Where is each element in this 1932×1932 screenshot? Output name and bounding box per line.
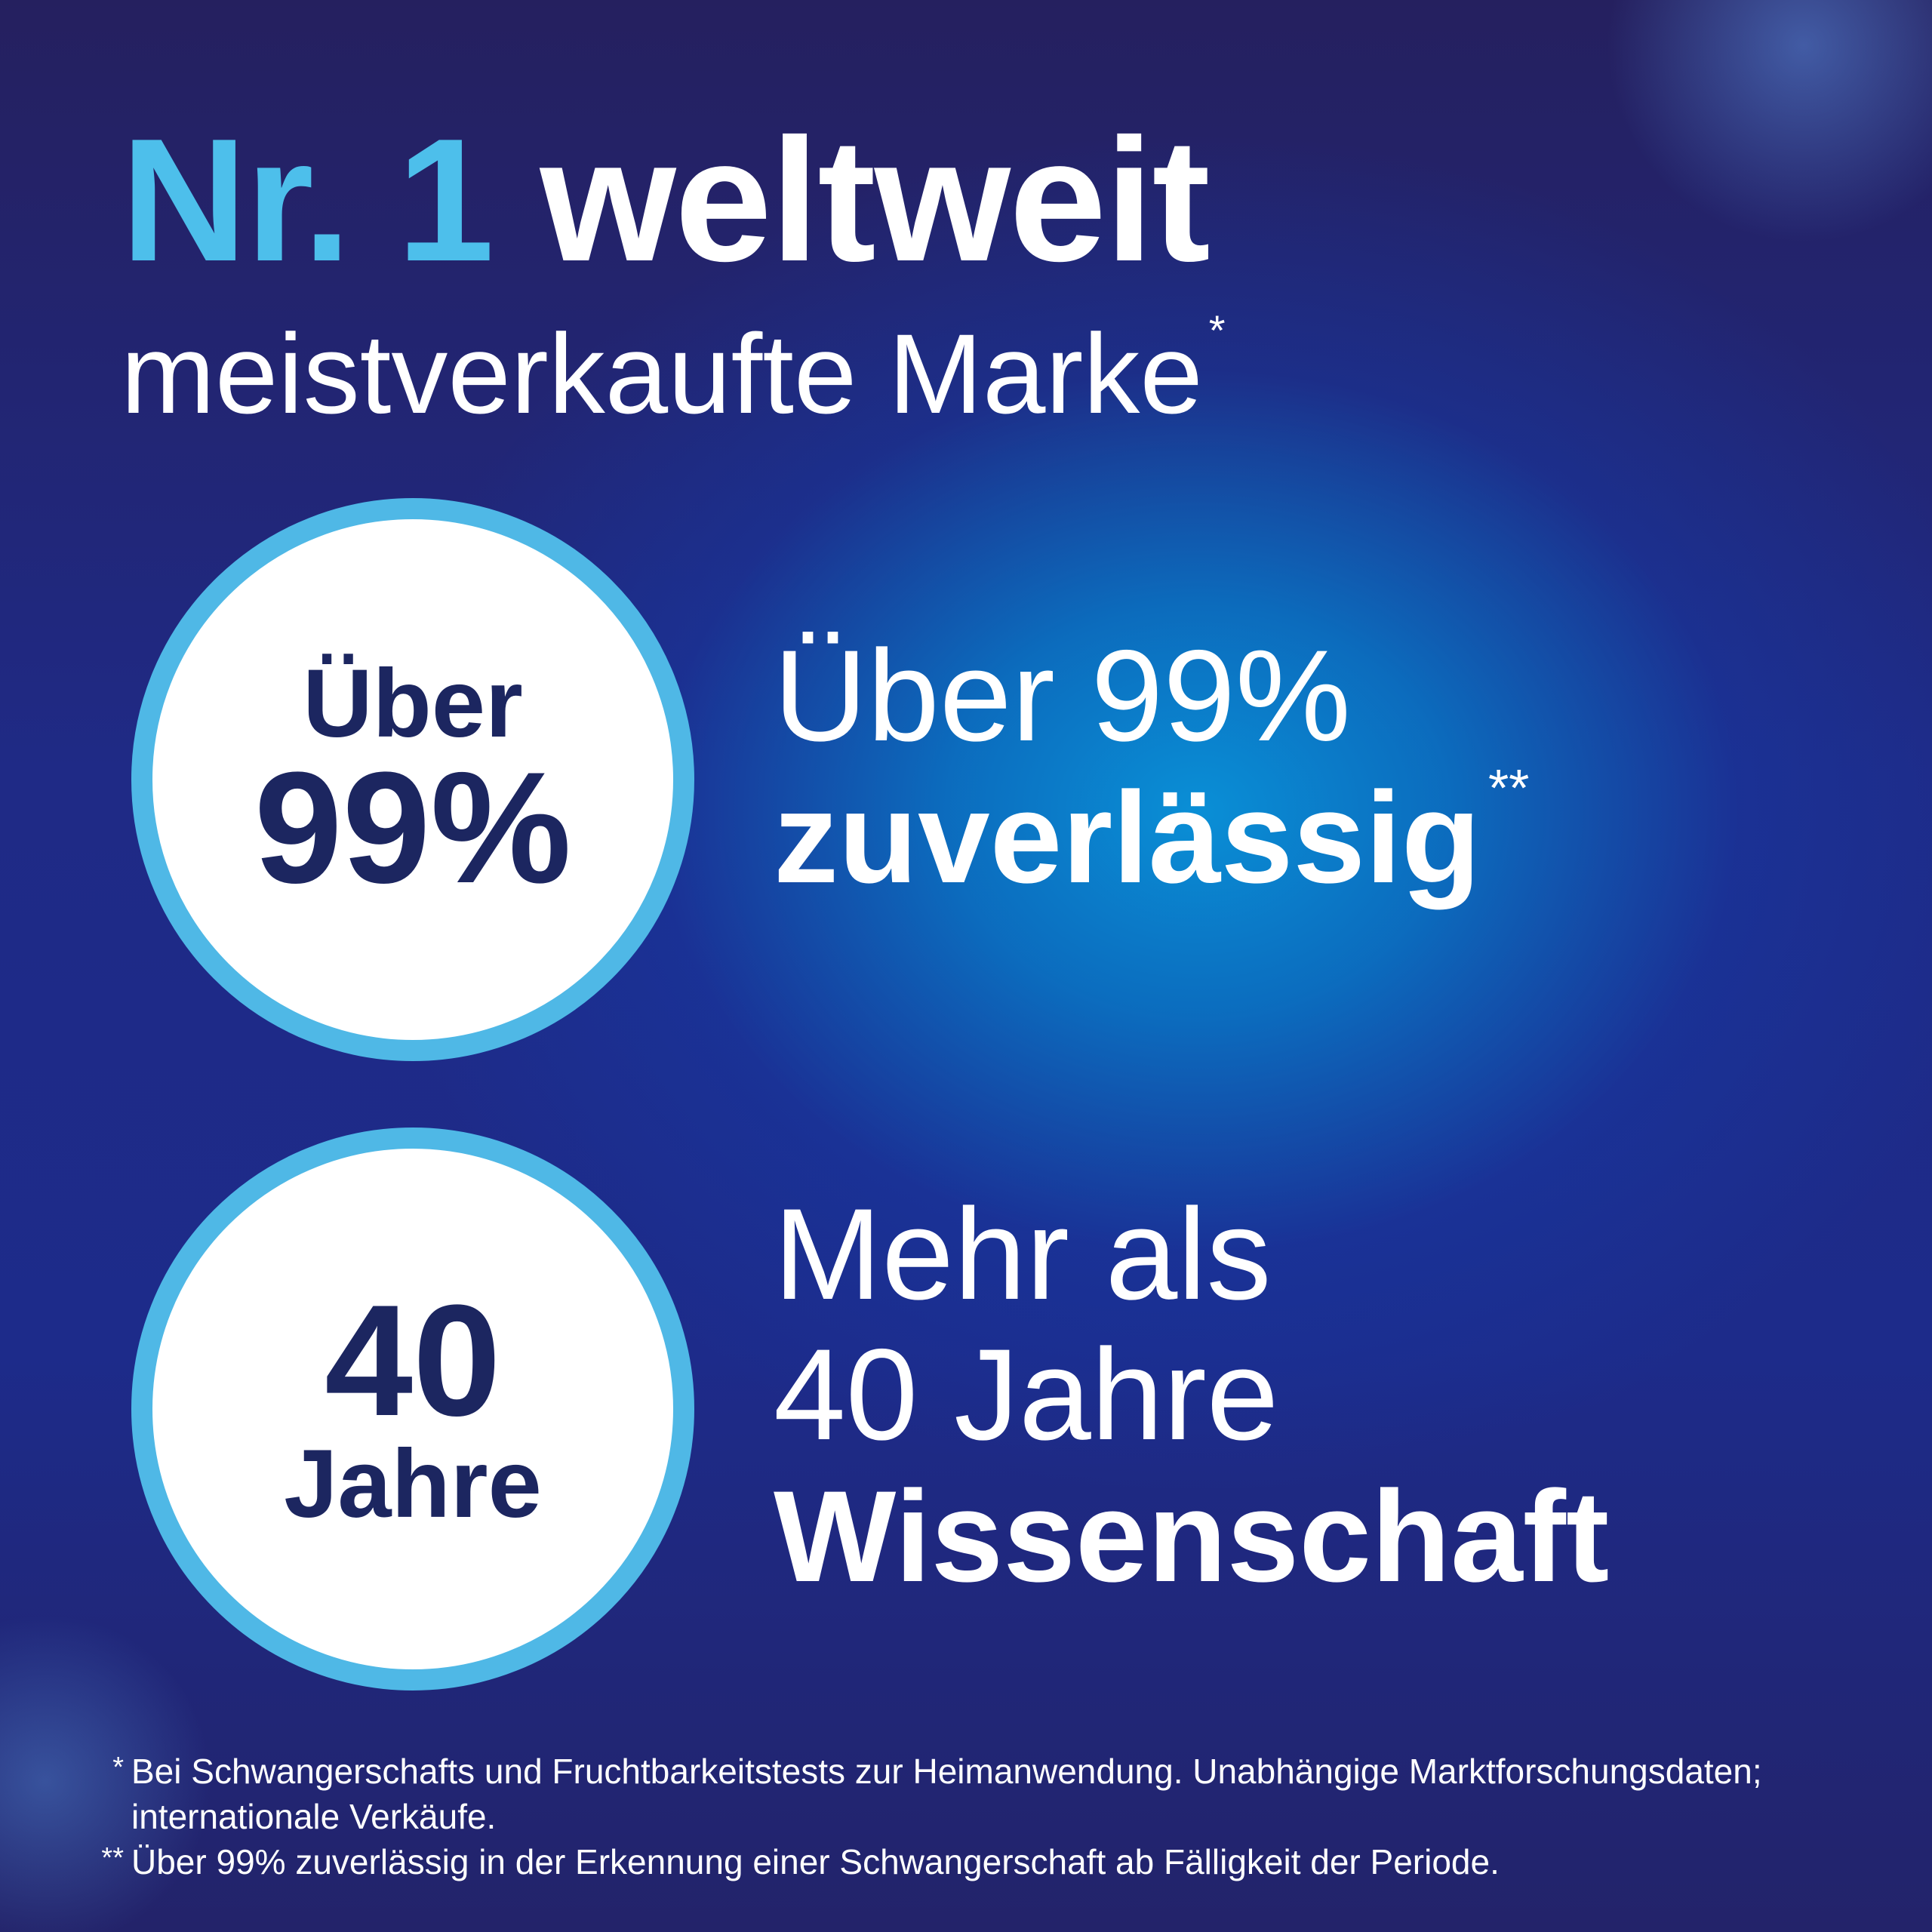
reliability-badge-top: Über	[303, 650, 523, 758]
headline-accent: Nr. 1	[121, 103, 494, 298]
science-bold: Wissenschaft	[774, 1463, 1610, 1609]
science-line-2: 40 Jahre	[774, 1321, 1279, 1467]
headline: Nr. 1 weltweit	[121, 113, 1211, 288]
footnotes: * Bei Schwangerschafts und Fruchtbarkeit…	[83, 1749, 1879, 1884]
subline-footnote-mark: *	[1208, 306, 1226, 354]
reliability-footnote-mark: **	[1487, 758, 1530, 817]
reliability-badge: Über 99%	[131, 498, 694, 1061]
footnote-1: * Bei Schwangerschafts und Fruchtbarkeit…	[83, 1749, 1879, 1840]
reliability-line: Über 99%	[774, 623, 1351, 768]
years-badge-value: 40	[325, 1272, 501, 1450]
subline-text: meistverkaufte Marke	[121, 310, 1203, 437]
reliability-bold: zuverlässig **	[774, 758, 1529, 910]
years-badge-unit: Jahre	[284, 1429, 542, 1538]
footnote-1-text: Bei Schwangerschafts und Fruchtbarkeitst…	[131, 1752, 1762, 1836]
science-statement: Mehr als 40 Jahre Wissenschaft	[774, 1182, 1610, 1609]
reliability-badge-value: 99%	[254, 739, 572, 917]
footnote-2-mark: **	[101, 1841, 124, 1874]
footnote-1-mark: *	[112, 1752, 124, 1783]
headline-main: weltweit	[540, 103, 1210, 298]
years-badge: 40 Jahre	[131, 1128, 694, 1690]
subline: meistverkaufte Marke *	[121, 309, 1226, 431]
science-line-1: Mehr als	[774, 1182, 1272, 1327]
reliability-statement: Über 99% zuverlässig **	[774, 626, 1529, 909]
footnote-2-text: Über 99% zuverlässig in der Erkennung ei…	[131, 1841, 1500, 1881]
reliability-bold-text: zuverlässig	[774, 764, 1481, 910]
footnote-2: ** Über 99% zuverlässig in der Erkennung…	[83, 1840, 1879, 1885]
